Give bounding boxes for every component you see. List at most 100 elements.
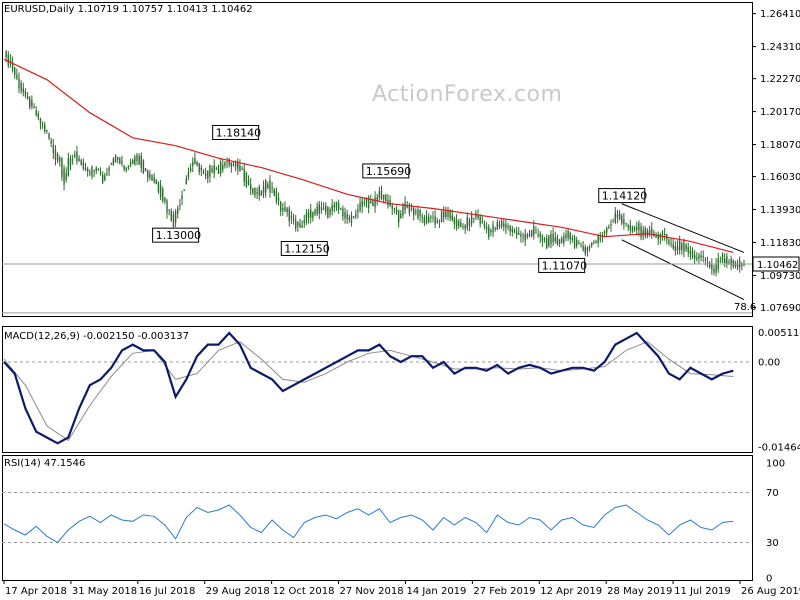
- candle-body: [567, 230, 569, 239]
- candle-body: [393, 208, 396, 210]
- candle-body: [41, 123, 44, 125]
- candle-body: [14, 67, 16, 75]
- candle-body: [730, 259, 732, 266]
- candle-body: [74, 154, 76, 157]
- candle-body: [101, 174, 104, 183]
- price-annotation: 1.12150: [280, 241, 330, 256]
- x-tick-label: 29 Aug 2018: [206, 586, 270, 597]
- candle-body: [185, 178, 188, 185]
- candle-body: [224, 162, 226, 166]
- candle-body: [335, 201, 338, 208]
- candle-body: [342, 208, 344, 217]
- candle-body: [329, 208, 331, 215]
- candle-body: [84, 167, 87, 171]
- x-tick-label: 31 May 2018: [72, 586, 137, 597]
- annotation-label: 1.13000: [156, 229, 202, 242]
- candle-body: [543, 238, 546, 240]
- candle-body: [728, 262, 730, 264]
- candle-body: [696, 257, 698, 260]
- candle-body: [93, 170, 95, 172]
- candle-body: [408, 204, 411, 214]
- candle-body: [606, 228, 608, 233]
- candle-body: [350, 215, 353, 223]
- annotation-label: 1.18140: [216, 126, 261, 139]
- price-annotation: 1.13000: [152, 227, 202, 243]
- candle-body: [196, 161, 198, 166]
- candle-body: [260, 191, 263, 196]
- candle-body: [357, 209, 359, 213]
- candle-body: [147, 170, 149, 178]
- annotation-box: [152, 227, 200, 243]
- candle-body: [202, 170, 205, 173]
- candle-body: [586, 247, 589, 252]
- candle-body: [545, 238, 548, 249]
- price-ytick-label: 1.16030: [760, 172, 800, 183]
- panel-frame-price: [2, 2, 753, 317]
- candle-body: [46, 129, 48, 132]
- macd-main-line: [3, 331, 734, 445]
- candle-body: [556, 237, 559, 245]
- candle-body: [269, 180, 271, 193]
- candle-body: [352, 216, 355, 218]
- candle-body: [11, 61, 14, 70]
- candle-body: [273, 188, 275, 196]
- candle-body: [668, 239, 670, 244]
- price-annotation: 1.11070: [538, 257, 587, 273]
- x-tick-label: 28 May 2019: [607, 586, 672, 597]
- watermark: ActionForex.com: [372, 82, 563, 107]
- candle-body: [614, 212, 617, 223]
- candle-body: [292, 218, 295, 221]
- candle-body: [648, 230, 651, 233]
- candle-body: [344, 212, 346, 219]
- candle-body: [316, 206, 318, 215]
- candle-body: [234, 163, 237, 167]
- candle-body: [378, 191, 381, 198]
- candle-body: [631, 226, 634, 232]
- candle-body: [372, 200, 374, 207]
- candle-body: [243, 168, 245, 182]
- candle-body: [131, 160, 134, 164]
- candle-body: [82, 162, 85, 169]
- candle-body: [683, 242, 685, 252]
- price-ytick-label: 1.22270: [760, 74, 800, 85]
- candle-body: [436, 220, 438, 223]
- price-ytick-label: 1.18070: [760, 140, 800, 151]
- candle-body: [711, 264, 713, 270]
- candle-body: [29, 98, 31, 108]
- candle-body: [198, 163, 200, 173]
- candle-body: [247, 180, 250, 185]
- candle-body: [168, 209, 170, 211]
- x-tick-label: 27 Nov 2018: [340, 586, 404, 597]
- candle-body: [164, 197, 166, 202]
- current-price-label: 1.10462: [757, 260, 798, 271]
- panel-frame-rsi: [2, 455, 753, 581]
- candle-body: [713, 268, 715, 273]
- candle-body: [569, 233, 571, 240]
- candle-body: [640, 226, 642, 238]
- candle-body: [552, 233, 554, 243]
- candle-body: [172, 213, 175, 227]
- candle-body: [449, 210, 451, 219]
- x-tick-label: 14 Jan 2019: [406, 586, 466, 597]
- candle-body: [481, 221, 484, 223]
- candle-body: [252, 188, 254, 194]
- candle-body: [443, 211, 445, 218]
- candle-body: [708, 263, 711, 267]
- candle-body: [693, 255, 696, 259]
- candle-body: [498, 224, 501, 227]
- channel-lower-line: [621, 239, 745, 300]
- candle-body: [539, 233, 541, 237]
- annotation-label: 1.14120: [602, 190, 648, 203]
- candle-body: [159, 184, 162, 198]
- candle-body: [301, 225, 303, 228]
- candle-body: [337, 202, 340, 210]
- candle-body: [691, 251, 694, 258]
- candle-body: [245, 173, 248, 187]
- candle-body: [95, 167, 97, 172]
- candle-body: [286, 208, 288, 213]
- rsi-ytick-label: 30: [766, 538, 779, 549]
- candle-body: [623, 219, 625, 225]
- candle-body: [704, 259, 707, 261]
- candle-body: [625, 222, 627, 224]
